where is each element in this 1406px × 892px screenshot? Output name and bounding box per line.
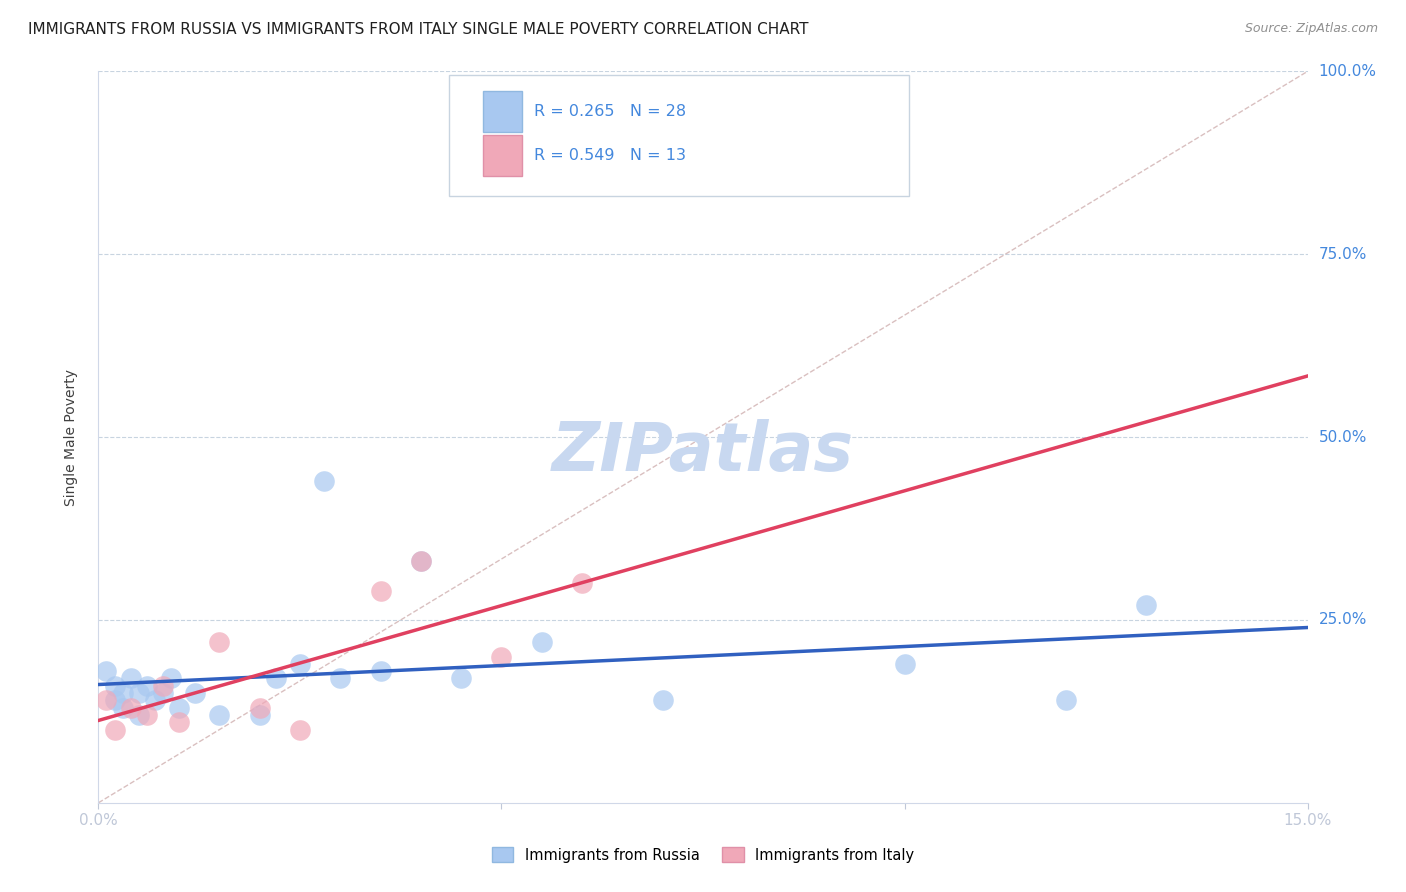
Point	[111, 686, 134, 700]
Text: IMMIGRANTS FROM RUSSIA VS IMMIGRANTS FROM ITALY SINGLE MALE POVERTY CORRELATION : IMMIGRANTS FROM RUSSIA VS IMMIGRANTS FRO…	[28, 22, 808, 37]
Point	[167, 715, 190, 730]
Point	[184, 686, 207, 700]
FancyBboxPatch shape	[482, 136, 522, 176]
Text: 50.0%: 50.0%	[1319, 430, 1367, 444]
Point	[135, 708, 157, 723]
Point	[120, 672, 142, 686]
Point	[152, 686, 174, 700]
Point	[120, 700, 142, 714]
Point	[409, 554, 432, 568]
Point	[167, 700, 190, 714]
Text: 25.0%: 25.0%	[1319, 613, 1367, 627]
Text: 75.0%: 75.0%	[1319, 247, 1367, 261]
Point	[208, 708, 231, 723]
Point	[249, 708, 271, 723]
Point	[288, 723, 311, 737]
Point	[143, 693, 166, 707]
Point	[1054, 693, 1077, 707]
Point	[103, 693, 125, 707]
Point	[314, 474, 336, 488]
Point	[370, 583, 392, 598]
Point	[651, 693, 673, 707]
Point	[491, 649, 513, 664]
Point	[103, 723, 125, 737]
Point	[96, 664, 118, 678]
Point	[96, 693, 118, 707]
Point	[1135, 599, 1157, 613]
Text: ZIPatlas: ZIPatlas	[553, 418, 853, 484]
Point	[128, 708, 150, 723]
Point	[893, 657, 915, 671]
Point	[409, 554, 432, 568]
Legend: Immigrants from Russia, Immigrants from Italy: Immigrants from Russia, Immigrants from …	[485, 841, 921, 869]
Text: 100.0%: 100.0%	[1319, 64, 1376, 78]
Text: R = 0.265   N = 28: R = 0.265 N = 28	[534, 104, 686, 120]
Point	[288, 657, 311, 671]
Point	[571, 576, 593, 591]
Text: R = 0.549   N = 13: R = 0.549 N = 13	[534, 148, 686, 163]
Point	[128, 686, 150, 700]
Point	[135, 679, 157, 693]
Text: Source: ZipAtlas.com: Source: ZipAtlas.com	[1244, 22, 1378, 36]
Y-axis label: Single Male Poverty: Single Male Poverty	[63, 368, 77, 506]
FancyBboxPatch shape	[449, 75, 908, 195]
Point	[208, 635, 231, 649]
Point	[370, 664, 392, 678]
Point	[103, 679, 125, 693]
Point	[249, 700, 271, 714]
Point	[450, 672, 472, 686]
FancyBboxPatch shape	[482, 92, 522, 132]
Point	[152, 679, 174, 693]
Point	[264, 672, 287, 686]
Point	[329, 672, 352, 686]
Point	[111, 700, 134, 714]
Point	[530, 635, 553, 649]
Point	[160, 672, 183, 686]
